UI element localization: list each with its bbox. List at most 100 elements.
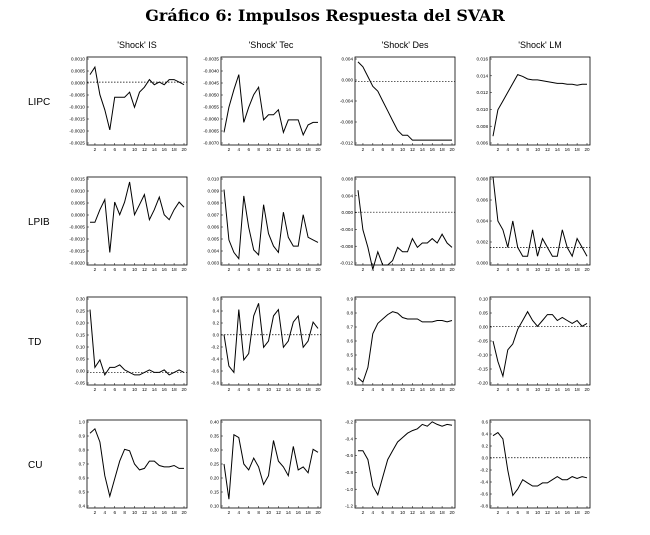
y-tick-label: -0.004	[340, 99, 353, 104]
impulse-response-line	[90, 181, 185, 253]
x-tick-label: 16	[162, 510, 168, 515]
y-tick-label: -0.6	[211, 369, 219, 374]
x-tick-label: 14	[152, 510, 158, 515]
y-tick-label: 0.007	[208, 213, 220, 218]
y-tick-label: 0.4	[347, 367, 354, 372]
y-tick-label: 0.5	[347, 353, 354, 358]
x-tick-label: 8	[257, 267, 260, 272]
x-tick-label: 4	[507, 147, 510, 152]
y-tick-label: 0.00	[76, 369, 85, 374]
x-tick-label: 14	[152, 267, 158, 272]
x-tick-label: 8	[123, 387, 126, 392]
x-tick-label: 14	[420, 147, 426, 152]
y-tick-label: -0.0010	[69, 105, 85, 110]
x-tick-label: 6	[113, 510, 116, 515]
x-tick-label: 4	[104, 510, 107, 515]
y-tick-label: -0.0050	[203, 93, 219, 98]
y-tick-label: -0.012	[340, 261, 353, 266]
y-tick-label: -0.15	[478, 367, 489, 372]
y-tick-label: -0.0015	[69, 117, 85, 122]
x-tick-label: 20	[449, 387, 455, 392]
impulse-response-line	[357, 311, 453, 383]
y-tick-label: 0.010	[208, 177, 220, 182]
y-tick-label: -0.0060	[203, 117, 219, 122]
x-tick-label: 10	[266, 510, 272, 515]
x-tick-label: 4	[104, 387, 107, 392]
y-tick-label: 0.008	[208, 201, 220, 206]
impulse-response-line	[223, 74, 318, 137]
y-tick-label: 0.008	[477, 177, 489, 182]
x-tick-label: 14	[420, 510, 426, 515]
y-tick-label: 0.003	[208, 261, 220, 266]
y-tick-label: 0.25	[76, 309, 85, 314]
y-tick-label: 0.20	[210, 476, 219, 481]
x-tick-label: 20	[181, 147, 187, 152]
y-tick-label: 0.009	[208, 189, 220, 194]
y-tick-label: 0.3	[347, 381, 354, 386]
x-tick-label: 18	[440, 510, 446, 515]
plot-frame	[354, 296, 456, 386]
impulse-response-line	[357, 190, 453, 270]
x-tick-label: 18	[172, 387, 178, 392]
impulse-response-line	[492, 73, 587, 137]
y-tick-label: 0.6	[79, 476, 86, 481]
x-tick-label: 16	[162, 387, 168, 392]
y-tick-label: 0.2	[213, 321, 220, 326]
x-tick-label: 4	[104, 147, 107, 152]
y-tick-label: 0.0015	[71, 177, 85, 182]
y-tick-label: -0.0020	[69, 261, 85, 266]
y-tick-label: 0.006	[477, 198, 489, 203]
x-tick-label: 18	[306, 147, 312, 152]
y-tick-label: 0.010	[477, 107, 489, 112]
x-tick-label: 10	[400, 147, 406, 152]
row-label: LPIB	[28, 217, 50, 228]
x-tick-label: 8	[391, 147, 394, 152]
x-tick-label: 8	[257, 147, 260, 152]
x-tick-label: 14	[152, 387, 158, 392]
x-tick-label: 14	[555, 267, 561, 272]
x-tick-label: 8	[391, 510, 394, 515]
y-tick-label: -1.0	[345, 487, 353, 492]
impulse-response-line	[89, 309, 185, 377]
x-tick-label: 12	[276, 147, 282, 152]
x-tick-label: 10	[132, 387, 138, 392]
x-tick-label: 6	[381, 510, 384, 515]
impulse-response-line	[89, 65, 185, 131]
y-tick-label: 0.006	[477, 141, 489, 146]
row-label: LIPC	[28, 97, 50, 108]
x-tick-label: 14	[286, 510, 292, 515]
plot-frame	[86, 176, 188, 266]
x-tick-label: 2	[94, 267, 97, 272]
plot-frame	[220, 419, 322, 509]
x-tick-label: 14	[420, 267, 426, 272]
y-tick-label: -0.0020	[69, 129, 85, 134]
y-tick-label: -0.05	[478, 339, 489, 344]
y-tick-label: 0.4	[213, 309, 220, 314]
x-tick-label: 6	[381, 267, 384, 272]
y-tick-label: 0.7	[347, 325, 354, 330]
y-tick-label: 0.5	[79, 490, 86, 495]
y-tick-label: 0.4	[79, 504, 86, 509]
x-tick-label: 2	[94, 510, 97, 515]
x-tick-label: 20	[181, 267, 187, 272]
x-tick-label: 16	[296, 510, 302, 515]
y-tick-label: -0.0045	[203, 81, 219, 86]
x-tick-label: 4	[507, 267, 510, 272]
y-tick-label: 0.008	[342, 177, 354, 182]
y-tick-label: -1.2	[345, 504, 353, 509]
x-tick-label: 16	[296, 387, 302, 392]
x-tick-label: 20	[584, 510, 590, 515]
x-tick-label: 10	[132, 267, 138, 272]
x-tick-label: 10	[535, 387, 541, 392]
column-title: 'Shock' LM	[518, 40, 561, 50]
x-tick-label: 2	[497, 147, 500, 152]
y-tick-label: -0.2	[211, 345, 219, 350]
y-tick-label: 0.002	[477, 240, 489, 245]
y-tick-label: -0.008	[340, 120, 353, 125]
y-tick-label: -0.0065	[203, 129, 219, 134]
y-tick-label: -0.4	[211, 357, 219, 362]
y-tick-label: -0.10	[478, 353, 489, 358]
x-tick-label: 18	[575, 510, 581, 515]
x-tick-label: 8	[123, 510, 126, 515]
x-tick-label: 20	[584, 267, 590, 272]
